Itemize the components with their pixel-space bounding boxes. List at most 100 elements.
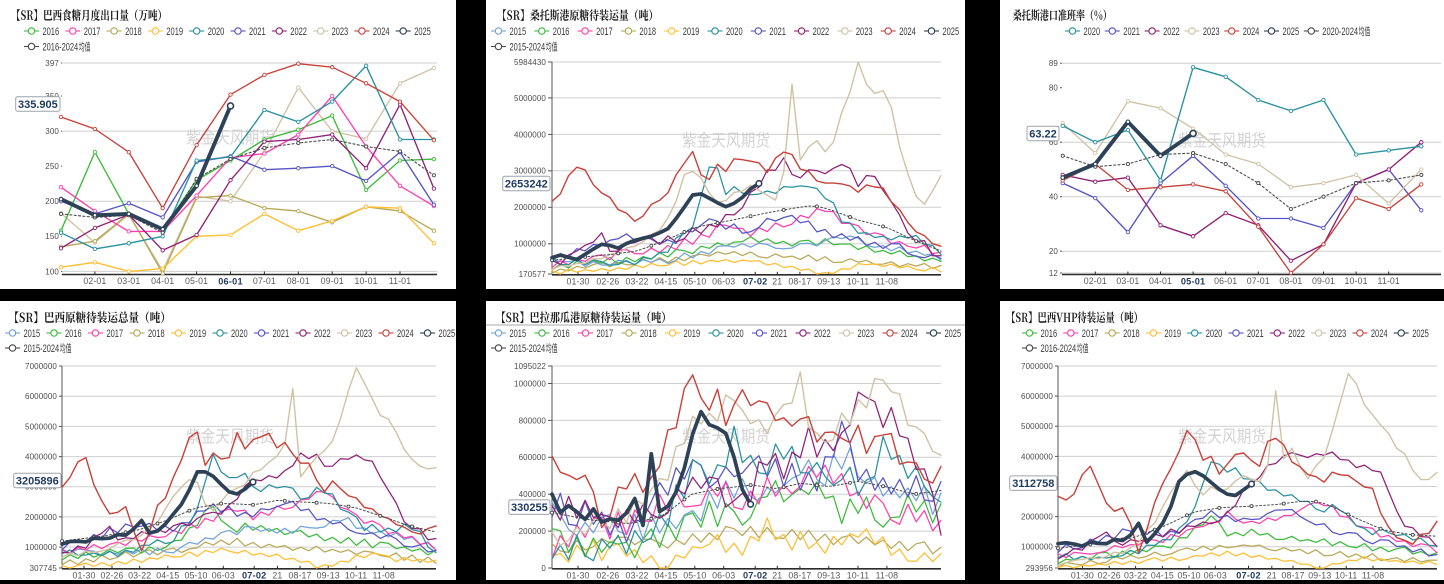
svg-text:7000000: 7000000: [1021, 362, 1053, 371]
svg-text:80: 80: [1049, 84, 1059, 93]
svg-text:10-11: 10-11: [1335, 570, 1357, 580]
svg-text:2016-2024: 2016-2024: [1041, 341, 1077, 354]
svg-text:170577: 170577: [519, 270, 547, 279]
svg-text:3205896: 3205896: [16, 475, 59, 487]
svg-text:21: 21: [272, 570, 282, 580]
svg-text:1000000: 1000000: [25, 543, 57, 552]
svg-text:2024: 2024: [901, 326, 918, 339]
svg-text:2017: 2017: [1082, 326, 1099, 339]
svg-text:2021: 2021: [249, 24, 266, 37]
svg-text:2020-2024: 2020-2024: [1322, 24, 1358, 37]
svg-text:2023: 2023: [856, 24, 873, 37]
svg-text:2016: 2016: [65, 326, 82, 339]
svg-text:11-08: 11-08: [372, 570, 394, 580]
svg-text:600000: 600000: [519, 453, 547, 462]
svg-text:1000000: 1000000: [514, 240, 546, 249]
svg-text:10-11: 10-11: [345, 570, 367, 580]
svg-text:1000000: 1000000: [514, 379, 546, 388]
svg-text:11-01: 11-01: [1377, 276, 1399, 286]
svg-text:2016: 2016: [553, 326, 570, 339]
svg-text:2022: 2022: [813, 24, 830, 37]
svg-text:2021: 2021: [1247, 326, 1264, 339]
svg-text:2019: 2019: [190, 326, 207, 339]
svg-text:04-15: 04-15: [654, 570, 677, 580]
svg-text:2020: 2020: [726, 24, 743, 37]
svg-text:307745: 307745: [30, 564, 58, 573]
svg-text:2023: 2023: [1330, 326, 1347, 339]
svg-text:02-26: 02-26: [596, 570, 619, 580]
svg-text:2025: 2025: [945, 326, 962, 339]
svg-text:2023: 2023: [356, 326, 373, 339]
svg-text:2022: 2022: [814, 326, 831, 339]
svg-text:2016: 2016: [43, 24, 60, 37]
svg-text:2021: 2021: [771, 326, 788, 339]
svg-text:21: 21: [1267, 570, 1277, 580]
svg-text:1000000: 1000000: [1021, 543, 1053, 552]
svg-text:5000000: 5000000: [25, 422, 57, 431]
svg-text:07-02: 07-02: [743, 571, 768, 581]
svg-text:2015-2024: 2015-2024: [510, 40, 546, 53]
svg-text:2020: 2020: [231, 326, 248, 339]
svg-text:03-22: 03-22: [128, 570, 151, 580]
svg-text:05-10: 05-10: [1178, 570, 1201, 580]
svg-text:07-01: 07-01: [1247, 276, 1270, 286]
svg-text:2021: 2021: [769, 24, 786, 37]
svg-text:07-01: 07-01: [253, 276, 276, 286]
svg-text:2024: 2024: [397, 326, 414, 339]
svg-text:397: 397: [45, 59, 59, 68]
svg-text:11-08: 11-08: [876, 570, 898, 580]
svg-text:02-26: 02-26: [596, 276, 619, 286]
svg-text:7000000: 7000000: [25, 362, 57, 371]
svg-text:2018: 2018: [640, 326, 657, 339]
svg-text:08-01: 08-01: [287, 276, 310, 286]
svg-text:2024: 2024: [899, 24, 916, 37]
svg-text:150: 150: [45, 232, 59, 241]
svg-text:2024: 2024: [1371, 326, 1388, 339]
svg-text:2018: 2018: [148, 326, 165, 339]
svg-text:2021: 2021: [273, 326, 290, 339]
svg-text:2024: 2024: [373, 24, 390, 37]
svg-text:100: 100: [45, 267, 59, 276]
svg-text:2023: 2023: [858, 326, 875, 339]
svg-text:06-03: 06-03: [212, 570, 235, 580]
svg-text:21: 21: [772, 276, 782, 286]
svg-text:06-03: 06-03: [712, 276, 735, 286]
svg-text:2015: 2015: [510, 24, 527, 37]
svg-text:2015: 2015: [510, 326, 527, 339]
svg-text:05-10: 05-10: [683, 276, 706, 286]
svg-text:2020: 2020: [727, 326, 744, 339]
svg-text:2023: 2023: [332, 24, 349, 37]
svg-text:04-01: 04-01: [151, 276, 174, 286]
svg-text:08-17: 08-17: [288, 570, 311, 580]
svg-text:2025: 2025: [943, 24, 960, 37]
svg-text:6000000: 6000000: [1021, 392, 1053, 401]
svg-text:300: 300: [45, 127, 59, 136]
svg-text:2016: 2016: [1041, 326, 1058, 339]
svg-text:2016-2024: 2016-2024: [43, 40, 79, 53]
svg-text:09-13: 09-13: [817, 276, 840, 286]
svg-text:07-02: 07-02: [242, 571, 267, 581]
svg-text:09-13: 09-13: [317, 570, 340, 580]
svg-text:08-17: 08-17: [788, 570, 811, 580]
svg-text:2020: 2020: [208, 24, 225, 37]
svg-text:4000000: 4000000: [25, 453, 57, 462]
svg-text:2022: 2022: [1163, 24, 1180, 37]
svg-text:2020: 2020: [1206, 326, 1223, 339]
svg-text:01-30: 01-30: [72, 570, 95, 580]
svg-text:2015-2024: 2015-2024: [24, 341, 60, 354]
svg-text:0: 0: [541, 564, 546, 573]
svg-text:10-11: 10-11: [847, 570, 869, 580]
svg-text:10-01: 10-01: [1345, 276, 1368, 286]
svg-text:2025: 2025: [414, 24, 431, 37]
svg-text:05-10: 05-10: [184, 570, 207, 580]
svg-text:4000000: 4000000: [1021, 452, 1053, 461]
svg-text:10-01: 10-01: [355, 276, 378, 286]
svg-text:1095022: 1095022: [514, 362, 546, 371]
svg-text:04-15: 04-15: [1151, 570, 1174, 580]
svg-text:800000: 800000: [519, 416, 547, 425]
svg-text:2023: 2023: [1203, 24, 1220, 37]
svg-text:11-08: 11-08: [1362, 570, 1384, 580]
svg-text:20: 20: [1049, 247, 1059, 256]
svg-text:06-01: 06-01: [218, 276, 243, 286]
svg-text:2022: 2022: [290, 24, 307, 37]
